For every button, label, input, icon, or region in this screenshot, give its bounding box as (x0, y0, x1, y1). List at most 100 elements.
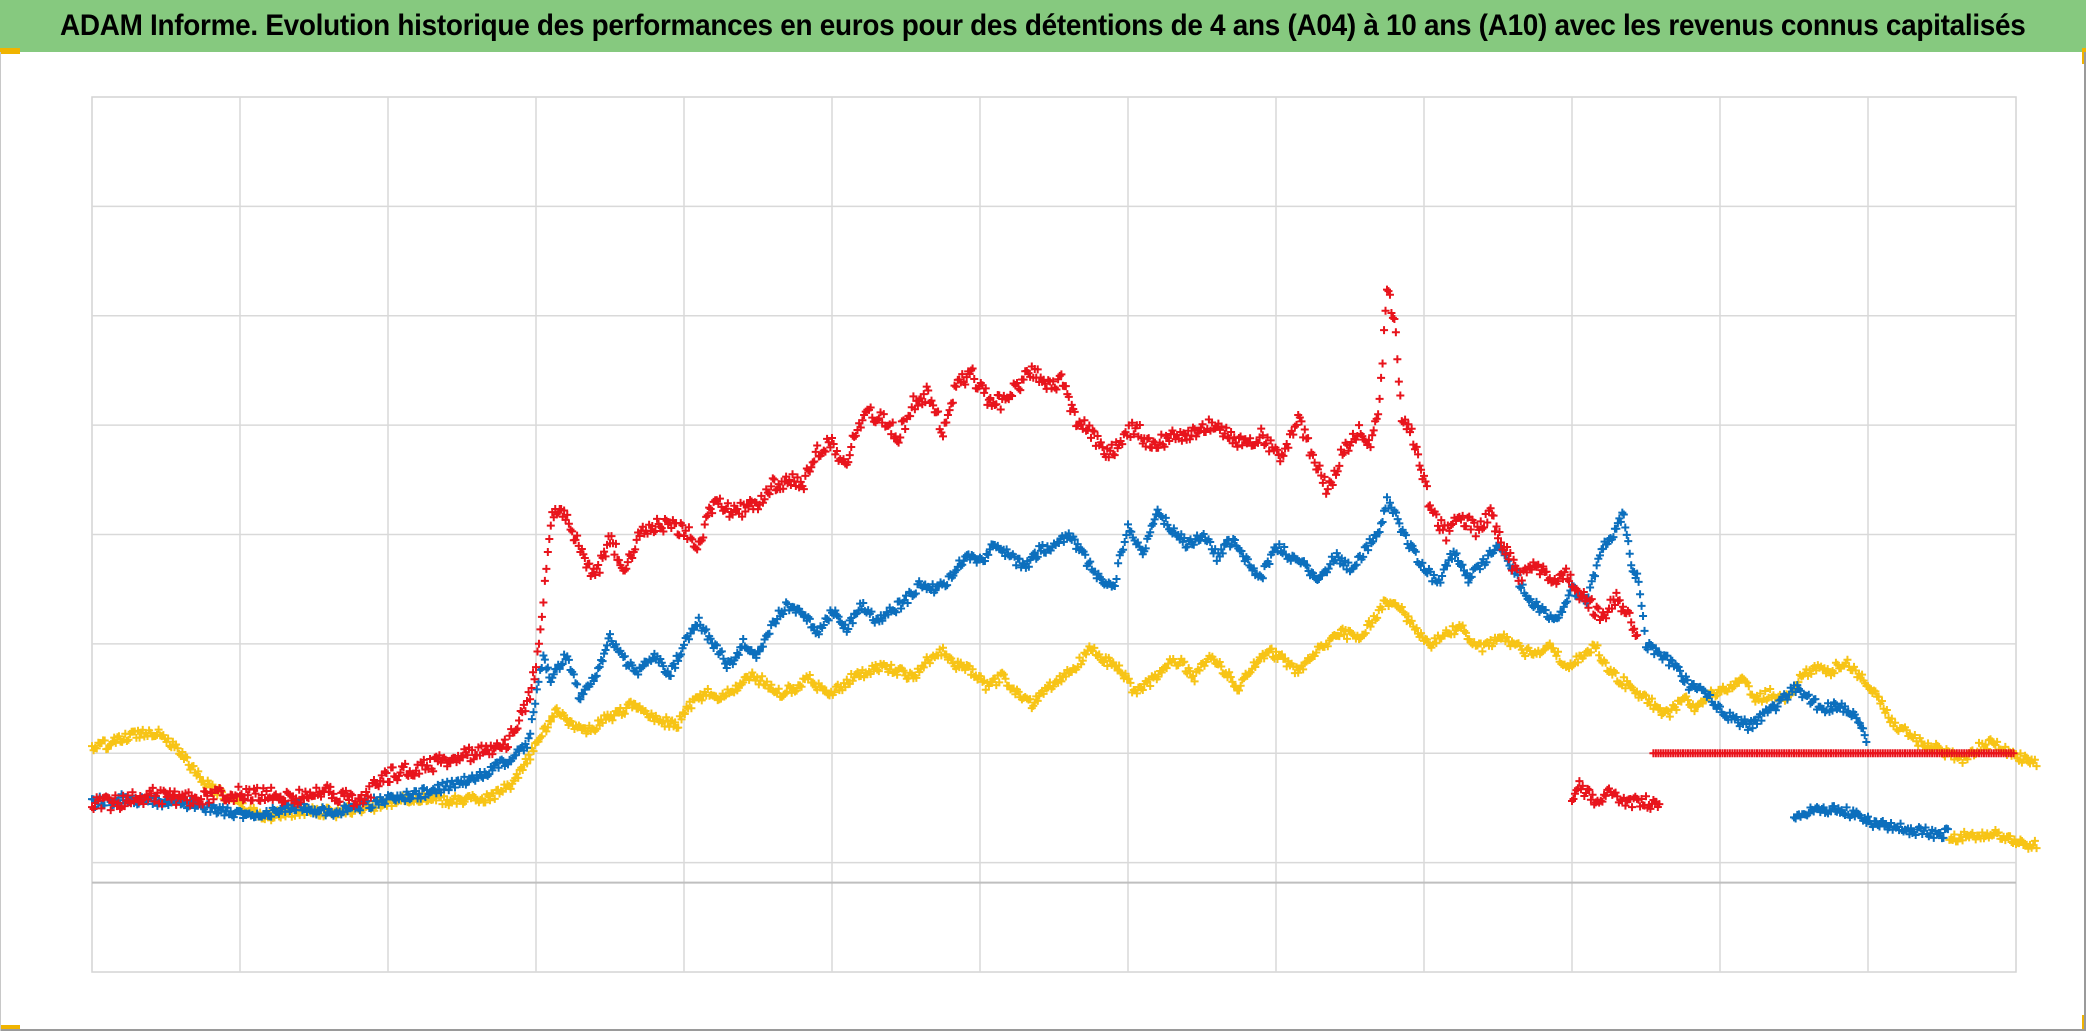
point-blue (734, 650, 743, 659)
point-red (1442, 536, 1451, 545)
point-red (828, 434, 836, 443)
point-red (284, 789, 293, 798)
point-yellow (1361, 629, 1370, 638)
point-yellow (1126, 678, 1135, 687)
point-blue (267, 812, 276, 821)
point-red (839, 455, 848, 464)
point-yellow (567, 717, 576, 726)
point-blue (1097, 575, 1106, 584)
point-red (1055, 371, 1064, 380)
point-red (1144, 434, 1153, 443)
point-blue (1344, 558, 1353, 567)
point-red (142, 791, 151, 800)
point-red (1588, 790, 1597, 799)
point-red (1602, 614, 1611, 623)
point-red (89, 805, 98, 814)
point-blue (1030, 548, 1039, 557)
point-yellow (1891, 718, 1900, 727)
point-red (1315, 461, 1324, 470)
point-blue (1828, 706, 1837, 715)
point-red (1014, 384, 1023, 393)
series-red-segment-1 (1568, 777, 1664, 813)
point-red (829, 439, 838, 448)
point-red (209, 795, 218, 804)
series-blue-segment-0 (88, 493, 1871, 823)
point-yellow (1683, 696, 1692, 705)
point-yellow (1193, 665, 1202, 674)
point-red (1461, 522, 1470, 531)
point-red (312, 783, 321, 792)
point-yellow (1228, 677, 1237, 686)
point-red (388, 763, 397, 772)
point-yellow (1807, 669, 1816, 678)
point-red (1483, 518, 1492, 527)
point-yellow (1744, 682, 1753, 691)
point-yellow (195, 773, 204, 782)
point-blue (573, 680, 582, 689)
point-yellow (1877, 697, 1886, 706)
point-yellow (758, 672, 767, 681)
point-red (1655, 800, 1664, 809)
point-red (1621, 801, 1630, 810)
point-yellow (490, 794, 499, 803)
point-blue (719, 654, 728, 663)
point-blue (771, 619, 780, 628)
point-red (1318, 478, 1327, 487)
point-red (970, 375, 979, 384)
point-yellow (703, 684, 712, 693)
point-red (1198, 420, 1207, 429)
point-yellow (1359, 630, 1368, 639)
point-red (1284, 443, 1293, 452)
point-red (906, 412, 915, 421)
point-blue (1587, 577, 1596, 586)
point-blue (343, 807, 352, 816)
point-red (580, 554, 589, 562)
point-yellow (677, 715, 686, 724)
point-blue (1033, 552, 1042, 561)
point-blue (1114, 559, 1123, 568)
point-red (1185, 435, 1194, 444)
point-red (1282, 440, 1291, 449)
point-blue (1646, 641, 1655, 650)
point-red (499, 740, 508, 749)
point-blue (450, 783, 459, 792)
point-blue (1911, 831, 1920, 840)
point-red (1438, 525, 1447, 534)
point-red (744, 502, 753, 511)
point-red (1422, 482, 1431, 491)
point-red (1575, 777, 1584, 786)
point-yellow (1323, 642, 1332, 651)
point-blue (823, 615, 832, 624)
point-yellow (1121, 669, 1130, 678)
point-red (952, 382, 961, 391)
point-yellow (1078, 656, 1087, 665)
point-red (699, 533, 708, 542)
point-blue (1378, 518, 1387, 527)
point-red (1494, 534, 1502, 543)
point-yellow (542, 727, 551, 736)
point-blue (212, 809, 221, 818)
point-red (1067, 400, 1076, 409)
point-yellow (1082, 650, 1091, 659)
point-red (1266, 436, 1275, 445)
point-red (1375, 394, 1384, 403)
point-red (1396, 391, 1405, 400)
point-red (357, 790, 366, 799)
point-red (1506, 548, 1515, 557)
point-blue (671, 663, 680, 672)
point-yellow (543, 723, 552, 732)
point-blue (524, 734, 533, 743)
point-red (1503, 542, 1512, 551)
point-red (1364, 436, 1373, 445)
point-red (217, 786, 226, 795)
point-blue (628, 661, 637, 670)
point-blue (380, 799, 389, 808)
point-blue (532, 685, 541, 694)
point-red (1107, 440, 1116, 449)
point-blue (1156, 512, 1165, 520)
point-red (770, 475, 779, 484)
point-blue (1803, 691, 1812, 700)
point-blue (1268, 548, 1277, 557)
point-blue (844, 625, 853, 634)
